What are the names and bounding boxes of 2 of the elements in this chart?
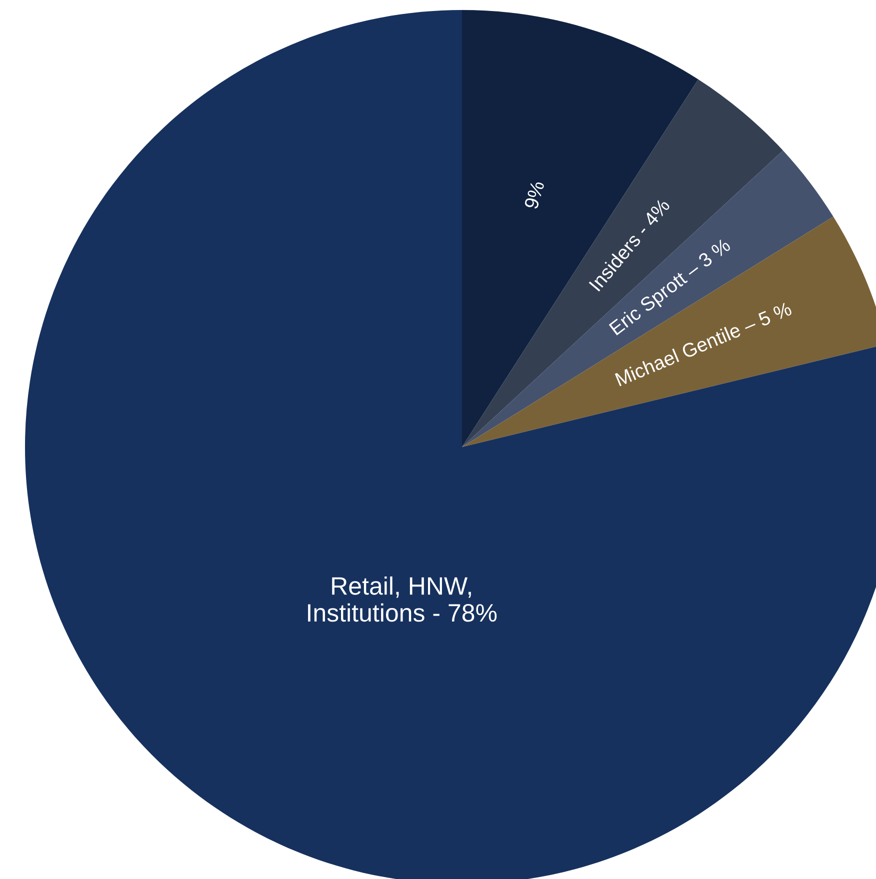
- slice-label: Retail, HNW, Institutions - 78%: [308, 576, 497, 622]
- slice-label: 9%: [524, 180, 545, 210]
